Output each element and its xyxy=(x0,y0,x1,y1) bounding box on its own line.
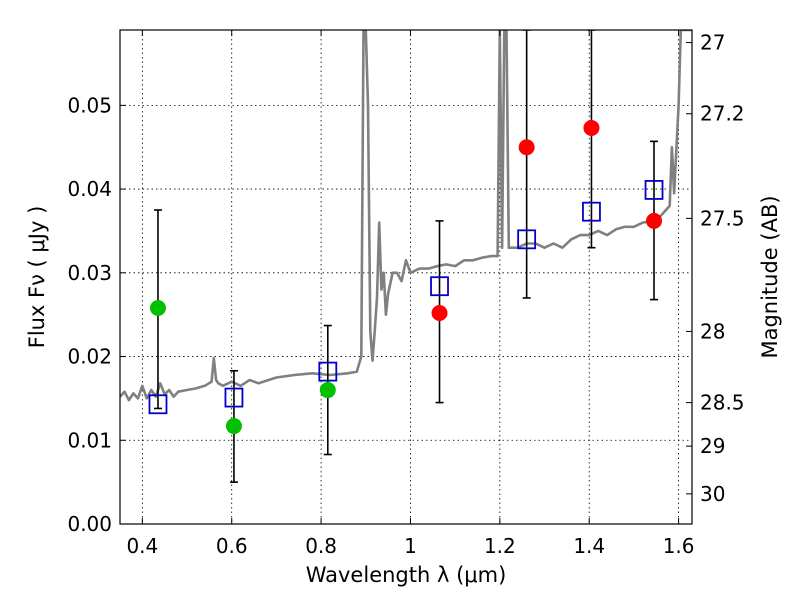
observed-flux-point xyxy=(518,139,535,156)
observed-flux-point xyxy=(583,119,600,136)
x-tick-labels: 0.4 0.6 0.8 1 1.2 1.4 1.6 xyxy=(126,534,694,558)
y-tick-label: 0.01 xyxy=(67,428,112,452)
y-axis-title: Flux Fν ( μJy ) xyxy=(25,206,49,349)
errorbar-series xyxy=(153,30,659,483)
model-flux-square xyxy=(318,361,338,382)
observed-flux-point xyxy=(646,212,663,229)
model-flux-square xyxy=(644,180,664,200)
x-tick-label: 1.6 xyxy=(663,534,695,558)
spectrum-series xyxy=(120,30,692,402)
right-tick-labels: 27 27.2 27.5 28 28.5 29 30 xyxy=(700,31,745,506)
y-tick-label: 0.02 xyxy=(67,345,112,369)
right-axis-title: Magnitude (AB) xyxy=(758,195,782,358)
y-tick-labels: 0.00 0.01 0.02 0.03 0.04 0.05 xyxy=(67,93,112,536)
right-tick-label: 28 xyxy=(700,319,725,343)
right-tick-label: 29 xyxy=(700,434,725,458)
y-tick-label: 0.00 xyxy=(67,512,112,536)
right-tick-label: 30 xyxy=(700,482,725,506)
x-tick-label: 1.4 xyxy=(573,534,605,558)
observed-flux-point xyxy=(431,305,448,322)
x-tick-label: 0.8 xyxy=(305,534,337,558)
right-tick-label: 28.5 xyxy=(700,391,745,415)
x-tick-label: 0.6 xyxy=(216,534,248,558)
x-tick-label: 1.2 xyxy=(484,534,516,558)
x-tick-label: 1 xyxy=(404,534,417,558)
model-flux-square xyxy=(582,201,601,222)
model-flux-square xyxy=(224,387,244,408)
y-tick-label: 0.03 xyxy=(67,261,112,285)
x-axis-title: Wavelength λ (μm) xyxy=(306,563,507,587)
x-tick-label: 0.4 xyxy=(126,534,158,558)
model-flux-square xyxy=(517,229,537,250)
model-flux-square xyxy=(430,276,449,297)
observed-flux-series xyxy=(149,119,663,435)
model-flux-series xyxy=(148,180,664,415)
observed-flux-point xyxy=(319,382,336,399)
right-tick-label: 27 xyxy=(700,31,725,55)
axis-ticks xyxy=(120,30,692,525)
right-tick-label: 27.5 xyxy=(700,206,745,230)
spectrum-line xyxy=(120,30,692,402)
y-tick-label: 0.05 xyxy=(67,93,112,117)
plot-frame xyxy=(119,29,693,525)
observed-flux-point xyxy=(149,299,166,316)
model-flux-square xyxy=(148,394,168,415)
y-tick-label: 0.04 xyxy=(67,177,112,201)
right-tick-label: 27.2 xyxy=(700,102,745,126)
observed-flux-point xyxy=(225,418,242,435)
